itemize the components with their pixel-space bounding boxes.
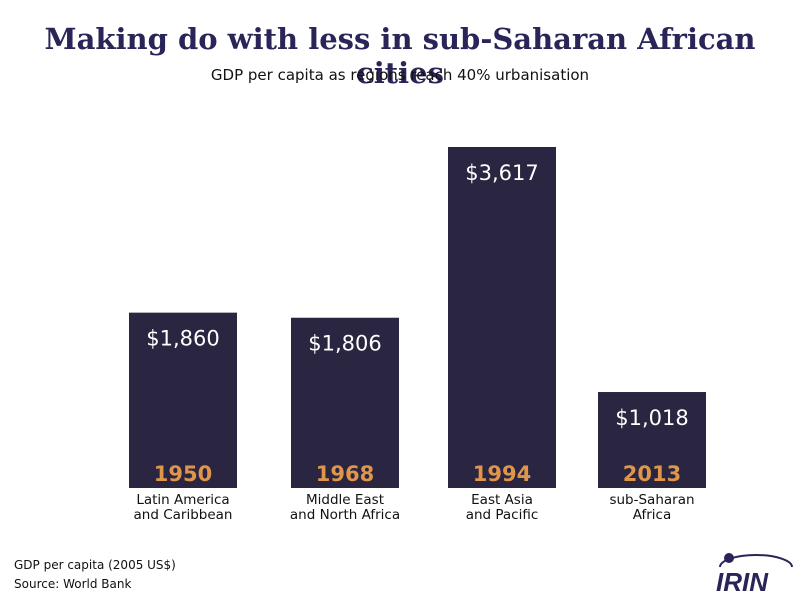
value-label-1: $1,806 bbox=[308, 332, 381, 356]
year-label-0: 1950 bbox=[154, 462, 212, 486]
chart-title: Making do with less in sub-Saharan Afric… bbox=[44, 22, 756, 90]
irin-logo-text: IRIN bbox=[716, 567, 769, 595]
footnote: GDP per capita (2005 US$) Source: World … bbox=[14, 556, 176, 594]
bar-3 bbox=[598, 392, 706, 488]
category-label-0-1: and Caribbean bbox=[134, 507, 233, 523]
year-label-2: 1994 bbox=[473, 462, 531, 486]
bar-2 bbox=[448, 147, 556, 488]
bar-0 bbox=[129, 312, 237, 488]
year-label-1: 1968 bbox=[316, 462, 374, 486]
category-label-3-1: Africa bbox=[633, 507, 672, 523]
value-label-2: $3,617 bbox=[465, 161, 538, 185]
category-label-3-0: sub-Saharan bbox=[609, 492, 694, 508]
bar-1 bbox=[291, 317, 399, 488]
category-label-1-1: and North Africa bbox=[290, 507, 400, 523]
chart-subtitle: GDP per capita as regions reach 40% urba… bbox=[210, 66, 590, 84]
unit-note: GDP per capita (2005 US$) bbox=[14, 558, 176, 572]
category-label-0-0: Latin America bbox=[136, 492, 229, 508]
value-label-0: $1,860 bbox=[146, 327, 219, 351]
category-label-2-1: and Pacific bbox=[466, 507, 539, 523]
source-note: Source: World Bank bbox=[14, 577, 132, 591]
category-label-2-0: East Asia bbox=[471, 492, 533, 508]
category-label-1-0: Middle East bbox=[306, 492, 384, 508]
year-label-3: 2013 bbox=[623, 462, 681, 486]
value-label-3: $1,018 bbox=[615, 406, 688, 430]
irin-logo: IRIN bbox=[716, 553, 793, 595]
